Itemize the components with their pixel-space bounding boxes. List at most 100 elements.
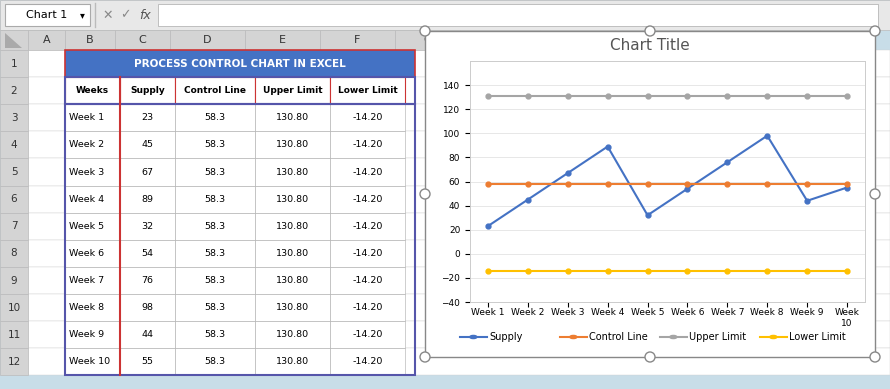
Bar (255, 267, 330, 294)
Bar (120, 186, 175, 213)
Bar (255, 186, 330, 213)
Bar (0, 158, 28, 186)
Bar (65, 77, 120, 104)
Bar (0, 348, 28, 375)
Text: -14.20: -14.20 (352, 140, 383, 149)
Text: Upper Limit: Upper Limit (690, 332, 747, 342)
Bar (0, 77, 28, 104)
Text: A: A (43, 35, 51, 45)
Text: 130.80: 130.80 (276, 330, 309, 339)
Text: 58.3: 58.3 (205, 168, 225, 177)
Supply (802, 198, 813, 203)
Control Line (482, 181, 493, 186)
Bar (255, 294, 330, 321)
Supply (643, 213, 653, 217)
Text: 44: 44 (142, 330, 153, 339)
Bar (158, 4, 878, 26)
Bar (820, 30, 870, 50)
Bar (28, 348, 890, 375)
Upper Limit (603, 94, 613, 98)
Bar (330, 131, 405, 158)
Text: 130.80: 130.80 (276, 222, 309, 231)
Bar (28, 213, 890, 240)
Bar (65, 104, 120, 131)
Control Line (562, 181, 573, 186)
Text: 58.3: 58.3 (205, 249, 225, 258)
Bar (0, 267, 28, 294)
Circle shape (420, 352, 430, 362)
Text: Lower Limit: Lower Limit (337, 86, 397, 95)
Text: 58.3: 58.3 (205, 222, 225, 231)
Bar (115, 30, 170, 50)
Line: Control Line: Control Line (486, 181, 849, 186)
Bar (120, 158, 175, 186)
Text: -14.20: -14.20 (352, 168, 383, 177)
Text: 8: 8 (11, 249, 17, 258)
Control Line (802, 181, 813, 186)
Bar (255, 77, 330, 104)
Text: 58.3: 58.3 (205, 330, 225, 339)
Bar (0, 0, 890, 30)
Text: Week 2: Week 2 (69, 140, 104, 149)
Bar (170, 30, 245, 50)
Bar (120, 77, 175, 104)
Text: 58.3: 58.3 (205, 303, 225, 312)
Text: -14.20: -14.20 (352, 330, 383, 339)
Text: 58.3: 58.3 (205, 113, 225, 122)
Text: 12: 12 (7, 357, 20, 367)
Control Line (643, 181, 653, 186)
Bar (65, 77, 415, 104)
Text: Supply: Supply (490, 332, 522, 342)
Text: 67: 67 (142, 168, 153, 177)
Text: 130.80: 130.80 (276, 249, 309, 258)
Lower Limit (603, 268, 613, 273)
Text: Week 5: Week 5 (69, 222, 104, 231)
Bar (28, 50, 890, 77)
Text: 76: 76 (142, 276, 153, 285)
Text: 130.80: 130.80 (276, 194, 309, 204)
Text: 2: 2 (11, 86, 17, 96)
Bar (330, 77, 405, 104)
Circle shape (645, 352, 655, 362)
Bar (120, 240, 175, 267)
Bar (330, 158, 405, 186)
Bar (65, 240, 120, 267)
Bar (28, 30, 65, 50)
Bar (65, 50, 415, 77)
Control Line (522, 181, 533, 186)
Line: Supply: Supply (486, 133, 849, 228)
Bar (175, 348, 255, 375)
Text: L: L (784, 35, 790, 45)
Bar (460, 30, 540, 50)
Text: -14.20: -14.20 (352, 276, 383, 285)
Text: Week 6: Week 6 (69, 249, 104, 258)
Bar (395, 30, 460, 50)
Bar (175, 213, 255, 240)
Text: 32: 32 (142, 222, 154, 231)
Bar (0, 213, 28, 240)
Text: -14.20: -14.20 (352, 303, 383, 312)
Bar (425, 31, 875, 357)
Text: Week 9: Week 9 (69, 330, 104, 339)
Text: 58.3: 58.3 (205, 194, 225, 204)
Bar (330, 213, 405, 240)
Text: 23: 23 (142, 113, 154, 122)
Upper Limit (722, 94, 732, 98)
Text: Upper Limit: Upper Limit (263, 86, 322, 95)
Text: 130.80: 130.80 (276, 357, 309, 366)
Control Line (682, 181, 692, 186)
Text: 130.80: 130.80 (276, 303, 309, 312)
Text: 7: 7 (11, 221, 17, 231)
Text: 9: 9 (11, 275, 17, 286)
Control Line (722, 181, 732, 186)
Bar (330, 348, 405, 375)
Text: M: M (840, 35, 850, 45)
Bar (0, 30, 28, 50)
Bar (330, 186, 405, 213)
Text: Week 1: Week 1 (69, 113, 104, 122)
Bar (320, 30, 395, 50)
Bar (330, 321, 405, 348)
Bar (65, 131, 120, 158)
Supply (682, 186, 692, 191)
Supply (842, 185, 853, 190)
